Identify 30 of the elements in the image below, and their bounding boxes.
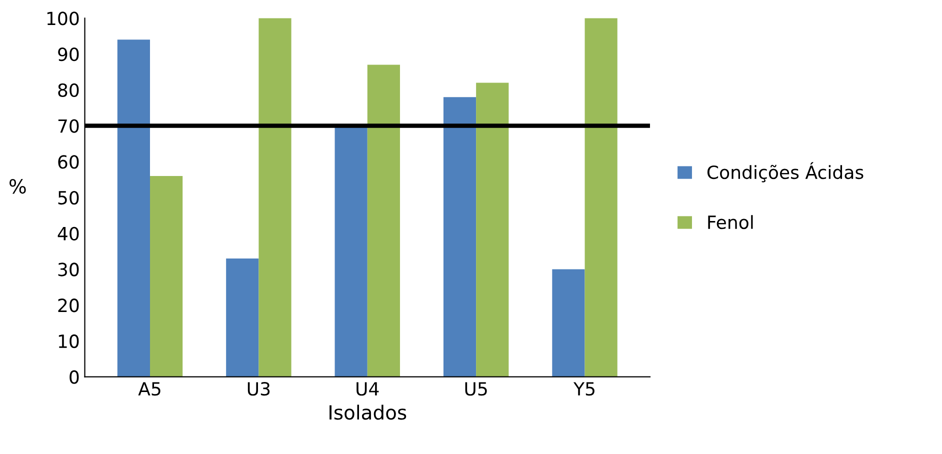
bar [367, 64, 400, 377]
y-tick-label: 80 [58, 83, 79, 98]
legend-label: Condições Ácidas [707, 162, 864, 182]
y-tick-label: 0 [70, 370, 79, 384]
bar [117, 40, 150, 377]
x-tick-label: Y5 [573, 382, 594, 396]
bar [476, 82, 509, 377]
x-tick-label: U3 [248, 382, 270, 396]
y-tick-label: 50 [58, 190, 79, 205]
legend-label: Fenol [708, 215, 753, 230]
y-tick-label: 30 [58, 262, 79, 276]
y-tick-label: 60 [58, 155, 79, 169]
y-tick-label: 40 [58, 226, 79, 240]
bar [443, 97, 476, 377]
y-tick-label: 10 [58, 334, 79, 348]
x-tick-label: U4 [356, 382, 379, 396]
y-axis-title: % [10, 179, 26, 194]
y-tick-label: 100 [47, 12, 79, 26]
y-tick-label: 70 [58, 119, 79, 133]
bar [258, 18, 292, 377]
bar [584, 18, 618, 377]
x-tick-label: A5 [138, 382, 160, 396]
bar [226, 258, 259, 377]
y-tick-label: 90 [58, 47, 79, 62]
x-axis-title: Isolados [330, 404, 406, 420]
bar [552, 269, 585, 377]
bar [334, 126, 368, 377]
y-tick-label: 20 [58, 298, 79, 312]
bar [150, 176, 183, 377]
x-tick-label: U5 [465, 382, 487, 396]
